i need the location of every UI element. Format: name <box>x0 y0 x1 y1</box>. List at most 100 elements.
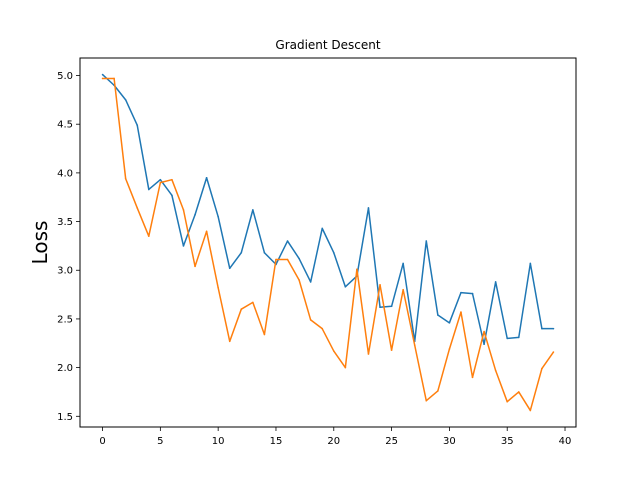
series-2-point <box>263 333 266 336</box>
series-1-point <box>194 213 196 216</box>
y-tick-label: 4.0 <box>57 168 73 179</box>
series-1-point <box>136 124 139 126</box>
series-2-point <box>298 279 300 281</box>
series-2-point <box>367 353 370 355</box>
series-1-point <box>252 209 254 211</box>
series-2-point <box>529 409 532 412</box>
series-1-point <box>101 73 104 76</box>
series-1-point <box>147 188 150 191</box>
series-1-point <box>159 178 162 181</box>
series-2-point <box>205 230 208 233</box>
y-axis: 1.5 2.0 2.5 3.0 3.5 4.0 4.5 5.0 <box>57 71 80 423</box>
series-1-point <box>228 267 231 270</box>
series-1-point <box>217 215 219 218</box>
series-1-point <box>552 327 555 330</box>
series-2-point <box>460 311 462 313</box>
series-2-point <box>240 308 243 310</box>
x-tick-label: 25 <box>385 436 398 447</box>
y-tick-label: 2.5 <box>57 314 73 325</box>
series-2-line <box>102 77 555 412</box>
series-1-point <box>321 227 324 230</box>
series-2-point <box>321 327 324 330</box>
series-2-point <box>494 369 497 372</box>
y-tick-label: 1.5 <box>57 412 73 423</box>
series-2-point <box>471 376 474 379</box>
series-1-point <box>379 306 381 309</box>
series-2-point <box>286 258 289 261</box>
series-1-point <box>182 245 185 247</box>
series-2-point <box>390 349 393 351</box>
series-2-point <box>182 209 185 211</box>
y-tick-label: 5.0 <box>57 71 73 82</box>
series-2-point <box>147 235 150 237</box>
series-2-point <box>309 319 312 321</box>
y-tick-label: 3.5 <box>57 217 73 228</box>
series-2-point <box>402 288 404 291</box>
x-tick-label: 30 <box>443 436 456 447</box>
series-1-point <box>240 251 243 254</box>
series-2-point <box>217 286 219 289</box>
x-tick-label: 35 <box>501 436 514 447</box>
series-layer <box>101 73 555 412</box>
chart-title: Gradient Descent <box>275 38 381 52</box>
series-1-point <box>344 286 347 288</box>
series-1-point <box>332 251 335 254</box>
series-1-point <box>402 262 404 265</box>
series-1-point <box>298 257 300 260</box>
series-2-point <box>136 207 139 209</box>
series-2-point <box>356 268 358 271</box>
series-2-point <box>228 340 231 343</box>
x-tick-label: 0 <box>99 436 105 447</box>
series-2-point <box>437 390 439 392</box>
x-tick-label: 15 <box>270 436 283 447</box>
series-1-point <box>286 240 289 242</box>
x-tick-label: 5 <box>157 436 163 447</box>
series-2-point <box>379 284 381 286</box>
series-1-point <box>205 176 208 179</box>
series-2-point <box>448 348 451 350</box>
series-1-point <box>483 343 485 346</box>
series-1-point <box>367 207 370 209</box>
series-1-point <box>517 336 520 339</box>
series-1-point <box>390 305 393 308</box>
series-2-point <box>483 330 485 333</box>
series-1-point <box>171 194 173 197</box>
series-1-point <box>448 322 451 324</box>
series-2-point <box>506 400 509 403</box>
series-1-point <box>529 262 532 265</box>
series-1-point <box>471 292 474 295</box>
series-1-point <box>437 314 439 316</box>
series-1-point <box>541 327 543 330</box>
series-1-point <box>425 240 428 242</box>
y-tick-label: 2.0 <box>57 363 73 374</box>
series-2-point <box>332 350 335 352</box>
x-axis: 0 5 10 15 20 25 30 35 40 <box>99 427 571 447</box>
series-2-point <box>171 178 173 181</box>
series-2-point <box>413 344 416 347</box>
series-2-point <box>159 181 162 184</box>
y-tick-label: 4.5 <box>57 120 73 131</box>
series-1-point <box>494 281 497 283</box>
x-tick-label: 10 <box>212 436 225 447</box>
series-2-point <box>252 301 254 304</box>
series-1-point <box>124 99 127 101</box>
series-2-point <box>425 399 428 402</box>
series-1-point <box>263 251 266 254</box>
y-axis-label: Loss <box>28 221 52 265</box>
series-2-point <box>124 177 127 180</box>
series-2-point <box>113 77 115 80</box>
x-tick-label: 20 <box>327 436 340 447</box>
series-2-point <box>275 258 277 261</box>
series-2-point <box>517 391 520 393</box>
series-2-point <box>552 351 555 353</box>
y-tick-label: 3.0 <box>57 266 73 277</box>
series-1-point <box>460 291 462 294</box>
series-2-point <box>541 367 543 370</box>
plot-frame <box>79 57 577 428</box>
series-2-point <box>194 265 196 268</box>
series-1-point <box>309 281 312 283</box>
series-2-point <box>101 77 104 80</box>
series-2-point <box>344 366 347 369</box>
x-tick-label: 40 <box>559 436 572 447</box>
